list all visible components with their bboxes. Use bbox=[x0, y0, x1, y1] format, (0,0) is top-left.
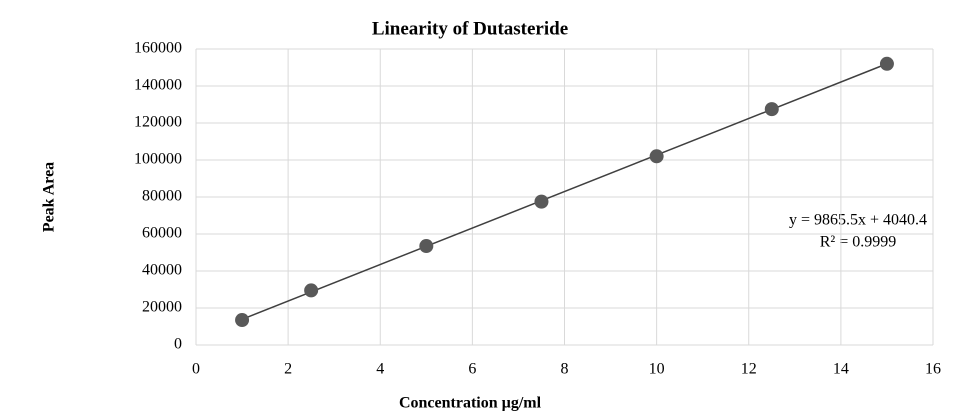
data-point bbox=[419, 239, 434, 254]
x-axis-label: Concentration µg/ml bbox=[399, 395, 542, 412]
y-axis-label: Peak Area bbox=[41, 162, 58, 232]
data-point bbox=[534, 194, 549, 209]
data-point bbox=[235, 313, 250, 328]
y-tick-label: 20000 bbox=[142, 299, 182, 316]
y-tick-label: 0 bbox=[174, 336, 182, 353]
data-point bbox=[879, 56, 894, 71]
y-tick-label: 100000 bbox=[134, 151, 182, 168]
data-point bbox=[649, 149, 664, 164]
chart-title: Linearity of Dutasteride bbox=[372, 18, 568, 39]
trendline-r2: R² = 0.9999 bbox=[820, 234, 897, 251]
y-tick-label: 160000 bbox=[134, 40, 182, 57]
data-point bbox=[764, 102, 779, 117]
data-point bbox=[304, 283, 319, 298]
y-tick-label: 40000 bbox=[142, 262, 182, 279]
y-tick-label: 140000 bbox=[134, 77, 182, 94]
x-tick-label: 14 bbox=[833, 361, 849, 378]
y-tick-label: 120000 bbox=[134, 114, 182, 131]
y-tick-label: 60000 bbox=[142, 225, 182, 242]
x-tick-label: 6 bbox=[468, 361, 476, 378]
trendline-equation: y = 9865.5x + 4040.4 bbox=[789, 212, 927, 229]
x-tick-label: 8 bbox=[561, 361, 569, 378]
x-tick-label: 16 bbox=[925, 361, 941, 378]
x-tick-label: 0 bbox=[192, 361, 200, 378]
x-tick-label: 2 bbox=[284, 361, 292, 378]
x-tick-label: 4 bbox=[376, 361, 384, 378]
x-tick-label: 10 bbox=[649, 361, 665, 378]
trendline bbox=[241, 63, 888, 320]
y-tick-label: 80000 bbox=[142, 188, 182, 205]
x-tick-label: 12 bbox=[741, 361, 757, 378]
